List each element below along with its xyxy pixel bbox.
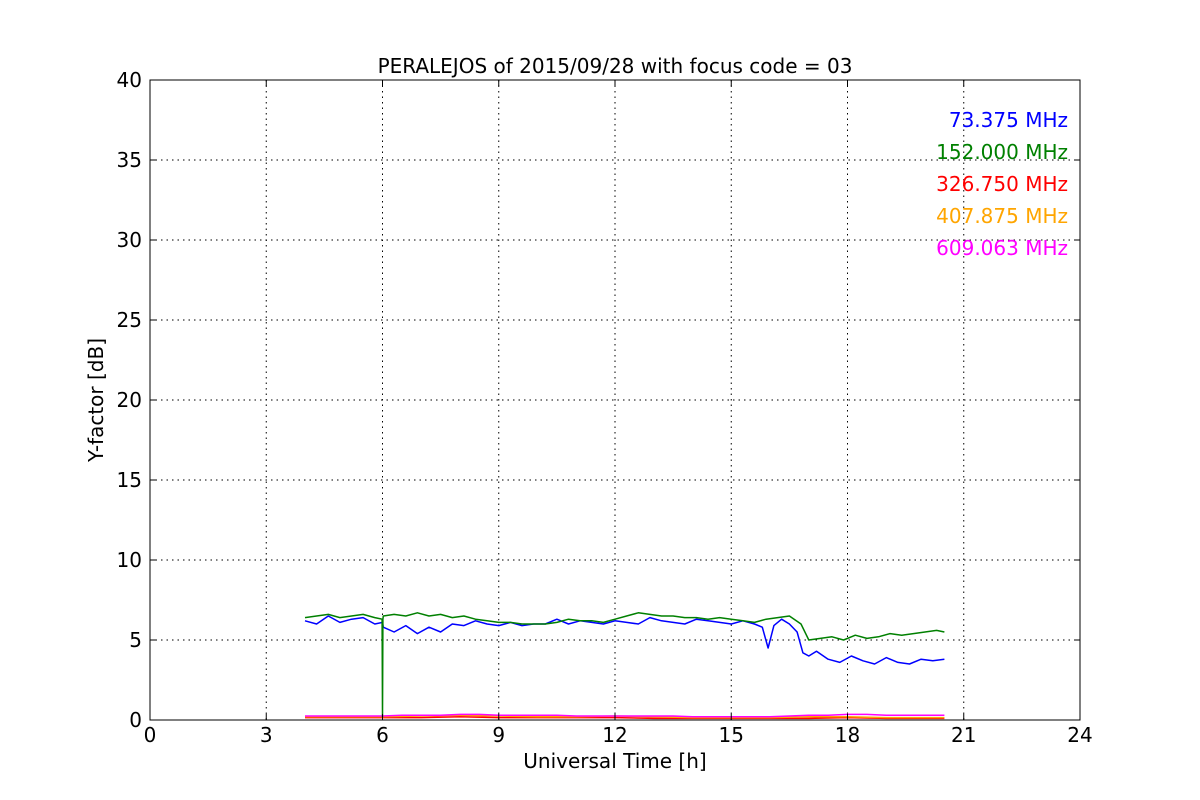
x-tick-label: 9: [492, 723, 505, 747]
grid: [150, 80, 1080, 720]
x-tick-label: 0: [144, 723, 157, 747]
y-tick-label: 10: [117, 548, 142, 572]
series-line-0: [304, 615, 945, 665]
series-line-2: [305, 716, 945, 720]
y-axis-title: Y-factor [dB]: [84, 338, 108, 463]
legend-entry-3: 407.875 MHz: [936, 204, 1068, 228]
y-tick-label: 40: [117, 68, 142, 92]
x-axis-title: Universal Time [h]: [523, 749, 706, 773]
y-tick-label: 35: [117, 148, 142, 172]
y-tick-label: 0: [129, 708, 142, 732]
legend-entry-0: 73.375 MHz: [949, 108, 1068, 132]
legend-entry-4: 609.063 MHz: [936, 236, 1068, 260]
y-tick-label: 5: [129, 628, 142, 652]
x-tick-label: 12: [602, 723, 627, 747]
chart-title: PERALEJOS of 2015/09/28 with focus code …: [378, 54, 853, 78]
series-line-1: [304, 612, 945, 718]
series-layer: [304, 612, 945, 720]
legend: 73.375 MHz 152.000 MHz 326.750 MHz 407.875 …: [936, 108, 1068, 260]
series-line-4: [305, 713, 945, 718]
y-tick-label: 20: [117, 388, 142, 412]
y-tick-label: 25: [117, 308, 142, 332]
y-tick-label: 30: [117, 228, 142, 252]
legend-entry-1: 152.000 MHz: [936, 140, 1068, 164]
x-tick-label: 24: [1067, 723, 1092, 747]
x-tick-label: 3: [260, 723, 273, 747]
legend-entry-2: 326.750 MHz: [936, 172, 1068, 196]
x-tick-label: 15: [719, 723, 744, 747]
x-tick-label: 18: [835, 723, 860, 747]
x-tick-label: 21: [951, 723, 976, 747]
y-tick-label: 15: [117, 468, 142, 492]
ticks: 0 3 6 9 12 15 18 21 24 0 5 10 15 20 25 30 35 40: [117, 68, 1093, 747]
x-tick-label: 6: [376, 723, 389, 747]
